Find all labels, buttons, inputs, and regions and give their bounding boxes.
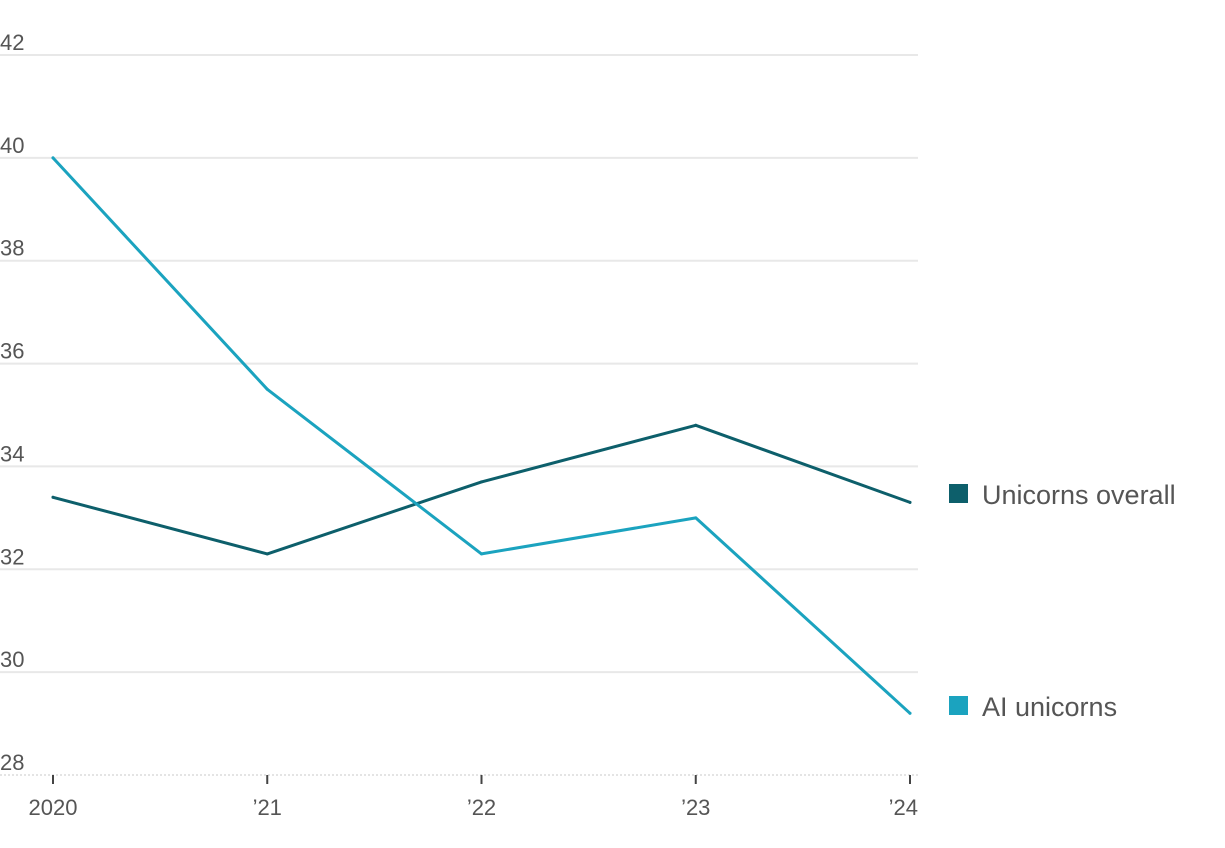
data-point	[265, 387, 269, 391]
x-axis: 2020 ’21 ’22 ’23 ’24	[29, 775, 918, 820]
data-point	[480, 480, 483, 484]
data-point	[480, 552, 483, 556]
y-tick-label: 32	[0, 544, 24, 569]
legend-label: AI unicorns	[982, 692, 1117, 722]
data-point	[265, 552, 269, 556]
gridlines	[0, 54, 918, 776]
series-line-unicorns-overall	[51, 423, 912, 556]
y-tick-label: 40	[0, 133, 24, 158]
data-point	[694, 516, 698, 520]
data-point	[908, 711, 912, 715]
y-tick-label: 34	[0, 441, 24, 466]
legend-label: Unicorns overall	[982, 480, 1176, 510]
data-point	[51, 156, 55, 160]
y-axis-labels: 28 30 32 34 36 38 40 42	[0, 30, 24, 775]
series-line-ai-unicorns	[51, 156, 912, 715]
y-tick-label: 28	[0, 750, 24, 775]
y-tick-label: 42	[0, 30, 24, 55]
data-point	[51, 495, 55, 499]
y-tick-label: 36	[0, 339, 24, 364]
y-tick-label: 30	[0, 647, 24, 672]
legend: Unicorns overall AI unicorns	[949, 480, 1176, 722]
series-lines	[51, 156, 912, 715]
x-tick-label: ’22	[467, 795, 496, 820]
x-tick-label: ’21	[253, 795, 282, 820]
legend-swatch	[949, 696, 968, 715]
data-point	[908, 500, 912, 504]
x-tick-label: ’23	[681, 795, 710, 820]
y-tick-label: 38	[0, 236, 24, 261]
data-point	[694, 423, 698, 427]
x-tick-label: 2020	[29, 795, 78, 820]
x-tick-label: ’24	[889, 795, 918, 820]
legend-swatch	[949, 484, 968, 503]
